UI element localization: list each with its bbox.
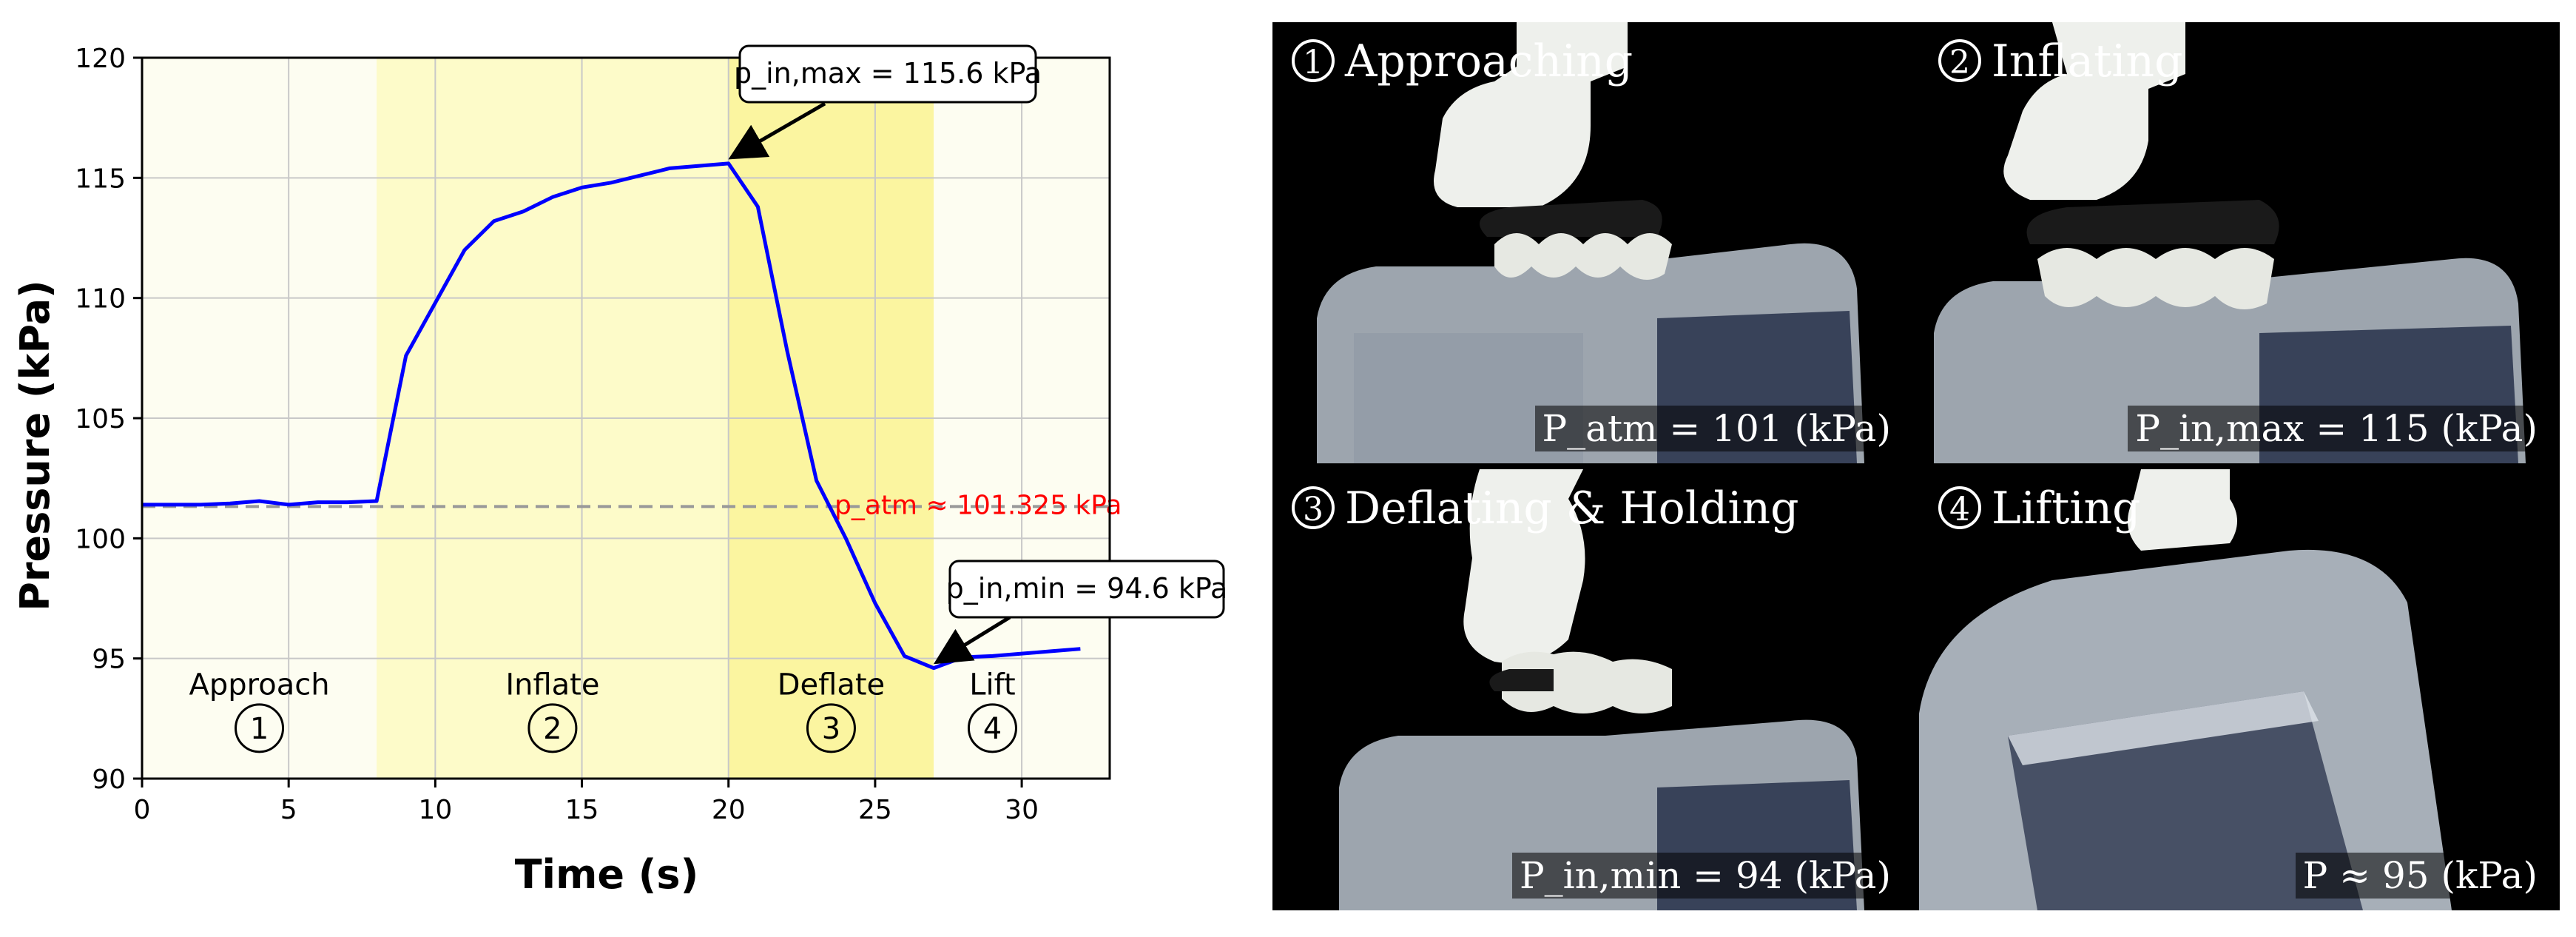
phase-number-2: 2 bbox=[543, 712, 562, 746]
phase-number-3: 3 bbox=[822, 712, 840, 746]
x-tick-label: 25 bbox=[858, 795, 892, 825]
photo-value-inflating: P_in,max = 115 (kPa) bbox=[2128, 406, 2545, 451]
y-tick-label: 100 bbox=[75, 524, 126, 554]
phase-label-3: Deflate bbox=[778, 668, 885, 702]
photo-title-inflating: 2 Inflating bbox=[1938, 36, 2183, 87]
x-tick-label: 10 bbox=[418, 795, 452, 825]
y-tick-label: 90 bbox=[92, 765, 126, 795]
x-tick-label: 0 bbox=[134, 795, 151, 825]
x-tick-label: 20 bbox=[712, 795, 746, 825]
photo-sequence-grid: 1 Approaching P_atm = 101 (kPa) 2 Inflatin… bbox=[1272, 22, 2560, 910]
photo-panel-lifting: 4 Lifting P ≈ 95 (kPa) bbox=[1919, 469, 2560, 910]
photo-value-lifting: P ≈ 95 (kPa) bbox=[2295, 853, 2545, 899]
annotation-text-2: p_in,min = 94.6 kPa bbox=[946, 572, 1228, 605]
photo-panel-inflating: 2 Inflating P_in,max = 115 (kPa) bbox=[1919, 22, 2560, 463]
phase-number-circle-3 bbox=[806, 703, 856, 753]
photo-title-lifting: 4 Lifting bbox=[1938, 483, 2141, 534]
gripper-inflating-photo bbox=[1934, 22, 2526, 463]
y-tick-label: 115 bbox=[75, 164, 126, 194]
phase-number-1: 1 bbox=[250, 712, 269, 746]
photo-title-approaching: 1 Approaching bbox=[1292, 36, 1633, 87]
phase-number-4: 4 bbox=[983, 712, 1002, 746]
phase-label-2: Inflate bbox=[505, 668, 599, 702]
y-axis-label: Pressure (kPa) bbox=[12, 280, 58, 611]
gripper-lifting-photo bbox=[1919, 469, 2452, 910]
annotation-arrow-1 bbox=[728, 101, 826, 160]
photo-panel-deflating-holding: 3 Deflating & Holding P_in,min = 94 (kPa) bbox=[1272, 469, 1913, 910]
x-tick-label: 30 bbox=[1005, 795, 1039, 825]
phase-number-circle-2 bbox=[527, 703, 578, 753]
x-axis-label: Time (s) bbox=[515, 851, 699, 898]
gripper-deflating-photo bbox=[1339, 469, 1864, 910]
y-tick-label: 95 bbox=[92, 645, 126, 675]
y-tick-label: 120 bbox=[75, 44, 126, 74]
pressure-chart: p_atm ≈ 101.325 kPa 0 5 10 15 20 25 30 90 95 100 1… bbox=[0, 0, 1258, 937]
annotation-box-2 bbox=[948, 560, 1225, 619]
y-tick-label: 105 bbox=[75, 404, 126, 434]
phase-number-circle-4 bbox=[967, 703, 1017, 753]
atmospheric-reference-label: p_atm ≈ 101.325 kPa bbox=[834, 490, 1122, 520]
annotation-box-1 bbox=[738, 44, 1037, 104]
x-tick-label: 15 bbox=[565, 795, 599, 825]
pressure-chart-svg: p_atm ≈ 101.325 kPa 0 5 10 15 20 25 30 90 95 100 1… bbox=[12, 44, 1228, 898]
photo-panel-approaching: 1 Approaching P_atm = 101 (kPa) bbox=[1272, 22, 1913, 463]
photo-value-deflating-holding: P_in,min = 94 (kPa) bbox=[1511, 853, 1898, 899]
phase-label-1: Approach bbox=[189, 668, 330, 702]
y-tick-label: 110 bbox=[75, 284, 126, 315]
gripper-approaching-photo bbox=[1317, 22, 1864, 463]
x-tick-label: 5 bbox=[280, 795, 297, 825]
phase-label-4: Lift bbox=[969, 668, 1015, 702]
annotation-arrow-2 bbox=[933, 615, 1011, 665]
annotation-text-1: p_in,max = 115.6 kPa bbox=[734, 57, 1042, 90]
photo-value-approaching: P_atm = 101 (kPa) bbox=[1534, 406, 1898, 451]
photo-title-deflating-holding: 3 Deflating & Holding bbox=[1292, 483, 1799, 534]
pressure-series-line bbox=[142, 161, 1081, 671]
phase-number-circle-1 bbox=[235, 703, 285, 753]
